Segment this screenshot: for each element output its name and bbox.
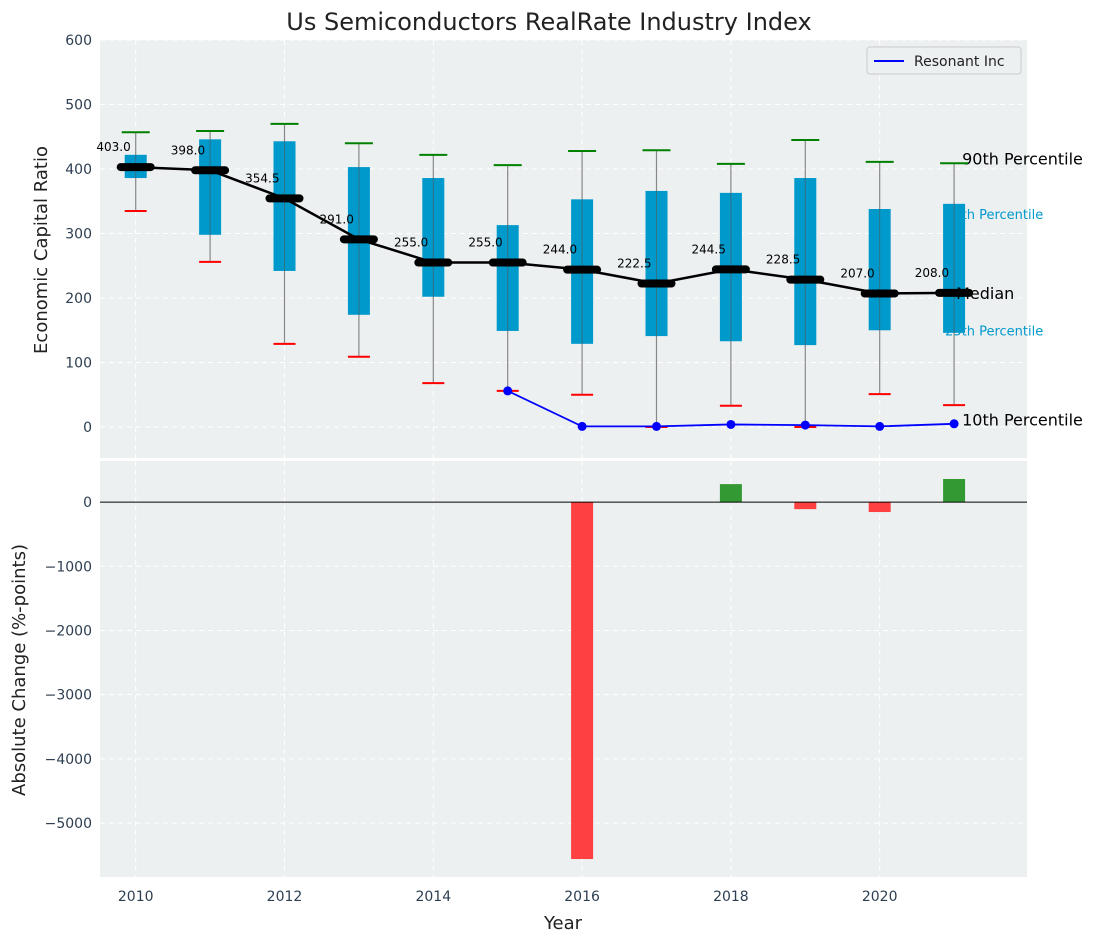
x-tick-label: 2014	[415, 889, 451, 905]
y-tick-label: 300	[65, 227, 92, 243]
y-tick-label: 200	[65, 291, 92, 307]
median-label: 255.0	[394, 236, 428, 250]
y-tick-label: −5000	[45, 816, 92, 832]
annotation-p90: 90th Percentile	[962, 149, 1083, 168]
x-tick-label: 2010	[118, 889, 154, 905]
y-tick-label: −1000	[45, 559, 92, 575]
company-point	[503, 386, 513, 396]
change-bar-2018	[719, 484, 742, 503]
bottom-y-label: Absolute Change (%-points)	[9, 544, 30, 796]
median-label: 244.5	[692, 242, 726, 256]
legend-label: Resonant Inc	[914, 54, 1005, 70]
x-tick-label: 2020	[862, 889, 898, 905]
company-point	[800, 420, 810, 430]
company-point	[726, 419, 736, 429]
y-tick-label: 0	[83, 495, 92, 511]
change-bar-2020	[868, 502, 891, 513]
median-label: 208.0	[915, 266, 949, 280]
change-bar-2019	[794, 502, 817, 510]
median-label: 255.0	[468, 236, 502, 250]
median-label: 354.5	[245, 171, 279, 185]
x-tick-label: 2012	[267, 889, 303, 905]
median-label: 207.0	[840, 267, 874, 281]
x-label: Year	[543, 913, 583, 934]
annotation-median: Median	[956, 284, 1014, 303]
median-label: 403.0	[96, 140, 130, 154]
y-tick-label: 0	[83, 420, 92, 436]
x-tick-label: 2018	[713, 889, 749, 905]
company-point	[875, 421, 885, 431]
company-point	[949, 419, 959, 429]
y-tick-label: 100	[65, 356, 92, 372]
annotation-p10: 10th Percentile	[962, 411, 1083, 430]
annotation-p25: 25th Percentile	[945, 324, 1043, 339]
chart-title: Us Semiconductors RealRate Industry Inde…	[286, 8, 811, 36]
median-label: 222.5	[617, 257, 651, 271]
median-label: 244.0	[543, 243, 577, 257]
bottom-plot-area	[100, 461, 1027, 877]
median-label: 398.0	[171, 143, 205, 157]
median-label: 228.5	[766, 253, 800, 267]
change-bar-2016	[571, 502, 594, 860]
y-tick-label: −4000	[45, 752, 92, 768]
top-y-label: Economic Capital Ratio	[31, 146, 52, 354]
legend: Resonant Inc	[866, 46, 1022, 75]
x-tick-label: 2016	[564, 889, 600, 905]
change-bar-2021	[943, 478, 966, 503]
company-point	[577, 421, 587, 431]
y-tick-label: 400	[65, 162, 92, 178]
y-tick-label: −2000	[45, 623, 92, 639]
y-tick-label: −3000	[45, 688, 92, 704]
y-tick-label: 600	[65, 33, 92, 49]
annotation-p75: 75th Percentile	[945, 208, 1043, 223]
y-tick-label: 500	[65, 98, 92, 114]
company-point	[651, 421, 661, 431]
median-label: 291.0	[320, 212, 354, 226]
